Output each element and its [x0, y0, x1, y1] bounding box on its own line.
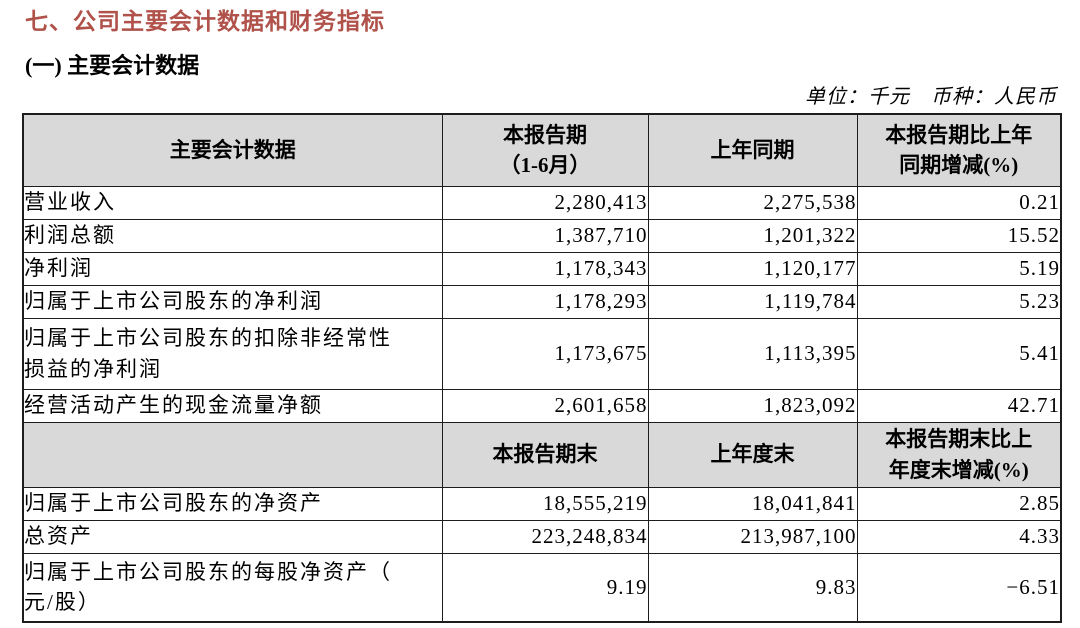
row-label: 营业收入	[22, 185, 443, 220]
row-label: 净利润	[22, 251, 443, 286]
header-period-end-change-pct: 本报告期末比上 年度末增减(%)	[856, 421, 1062, 488]
row-change-value: 5.19	[856, 251, 1062, 286]
table-row: 利润总额 1,387,710 1,201,322 15.52	[22, 218, 1062, 253]
row-change-value: 4.33	[856, 519, 1062, 554]
row-current-value: 1,178,293	[441, 284, 649, 319]
row-current-value: 9.19	[441, 552, 649, 623]
row-change-value: −6.51	[856, 552, 1062, 623]
row-current-value: 1,173,675	[441, 317, 649, 390]
table-row: 总资产 223,248,834 213,987,100 4.33	[22, 519, 1062, 554]
report-page: 七、公司主要会计数据和财务指标 (一) 主要会计数据 单位：千元 币种：人民币 …	[0, 6, 1080, 628]
row-current-value: 2,601,658	[441, 388, 649, 423]
row-prior-value: 2,275,538	[647, 185, 858, 220]
row-label: 归属于上市公司股东的净利润	[22, 284, 443, 319]
table-row: 营业收入 2,280,413 2,275,538 0.21	[22, 185, 1062, 220]
row-current-value: 18,555,219	[441, 486, 649, 521]
subsection-title: (一) 主要会计数据	[25, 53, 200, 78]
table-header-period-end: 本报告期末 上年度末 本报告期末比上 年度末增减(%)	[22, 421, 1062, 488]
header-main-accounting-data: 主要会计数据	[22, 113, 443, 187]
row-prior-value: 1,823,092	[647, 388, 858, 423]
row-prior-value: 9.83	[647, 552, 858, 623]
row-label: 利润总额	[22, 218, 443, 253]
accounting-data-table: 主要会计数据 本报告期 （1-6月） 上年同期 本报告期比上年 同期增减(%) …	[22, 113, 1062, 623]
header-current-period: 本报告期 （1-6月）	[441, 113, 649, 187]
row-change-value: 2.85	[856, 486, 1062, 521]
header-current-period-end: 本报告期末	[441, 421, 649, 488]
table-row: 经营活动产生的现金流量净额 2,601,658 1,823,092 42.71	[22, 388, 1062, 423]
header-period-change-pct: 本报告期比上年 同期增减(%)	[856, 113, 1062, 187]
row-label: 归属于上市公司股东的扣除非经常性 损益的净利润	[22, 317, 443, 390]
row-label: 归属于上市公司股东的每股净资产（ 元/股）	[22, 552, 443, 623]
row-prior-value: 1,120,177	[647, 251, 858, 286]
row-current-value: 223,248,834	[441, 519, 649, 554]
row-current-value: 1,178,343	[441, 251, 649, 286]
row-label: 归属于上市公司股东的净资产	[22, 486, 443, 521]
table-row: 归属于上市公司股东的净资产 18,555,219 18,041,841 2.85	[22, 486, 1062, 521]
row-change-value: 42.71	[856, 388, 1062, 423]
row-change-value: 15.52	[856, 218, 1062, 253]
row-change-value: 5.23	[856, 284, 1062, 319]
unit-currency-note: 单位：千元 币种：人民币	[805, 86, 1057, 108]
row-current-value: 1,387,710	[441, 218, 649, 253]
header-empty-cell	[22, 421, 443, 488]
header-prior-year-end: 上年度末	[647, 421, 858, 488]
section-title: 七、公司主要会计数据和财务指标	[25, 8, 385, 34]
row-prior-value: 1,201,322	[647, 218, 858, 253]
table-row: 归属于上市公司股东的每股净资产（ 元/股） 9.19 9.83 −6.51	[22, 552, 1062, 623]
row-change-value: 0.21	[856, 185, 1062, 220]
row-change-value: 5.41	[856, 317, 1062, 390]
row-label: 经营活动产生的现金流量净额	[22, 388, 443, 423]
row-current-value: 2,280,413	[441, 185, 649, 220]
row-prior-value: 213,987,100	[647, 519, 858, 554]
table-row: 净利润 1,178,343 1,120,177 5.19	[22, 251, 1062, 286]
table-row: 归属于上市公司股东的净利润 1,178,293 1,119,784 5.23	[22, 284, 1062, 319]
header-prior-year-same-period: 上年同期	[647, 113, 858, 187]
table-header-period: 主要会计数据 本报告期 （1-6月） 上年同期 本报告期比上年 同期增减(%)	[22, 113, 1062, 187]
table-row: 归属于上市公司股东的扣除非经常性 损益的净利润 1,173,675 1,113,…	[22, 317, 1062, 390]
row-prior-value: 1,113,395	[647, 317, 858, 390]
row-prior-value: 1,119,784	[647, 284, 858, 319]
row-label: 总资产	[22, 519, 443, 554]
row-prior-value: 18,041,841	[647, 486, 858, 521]
